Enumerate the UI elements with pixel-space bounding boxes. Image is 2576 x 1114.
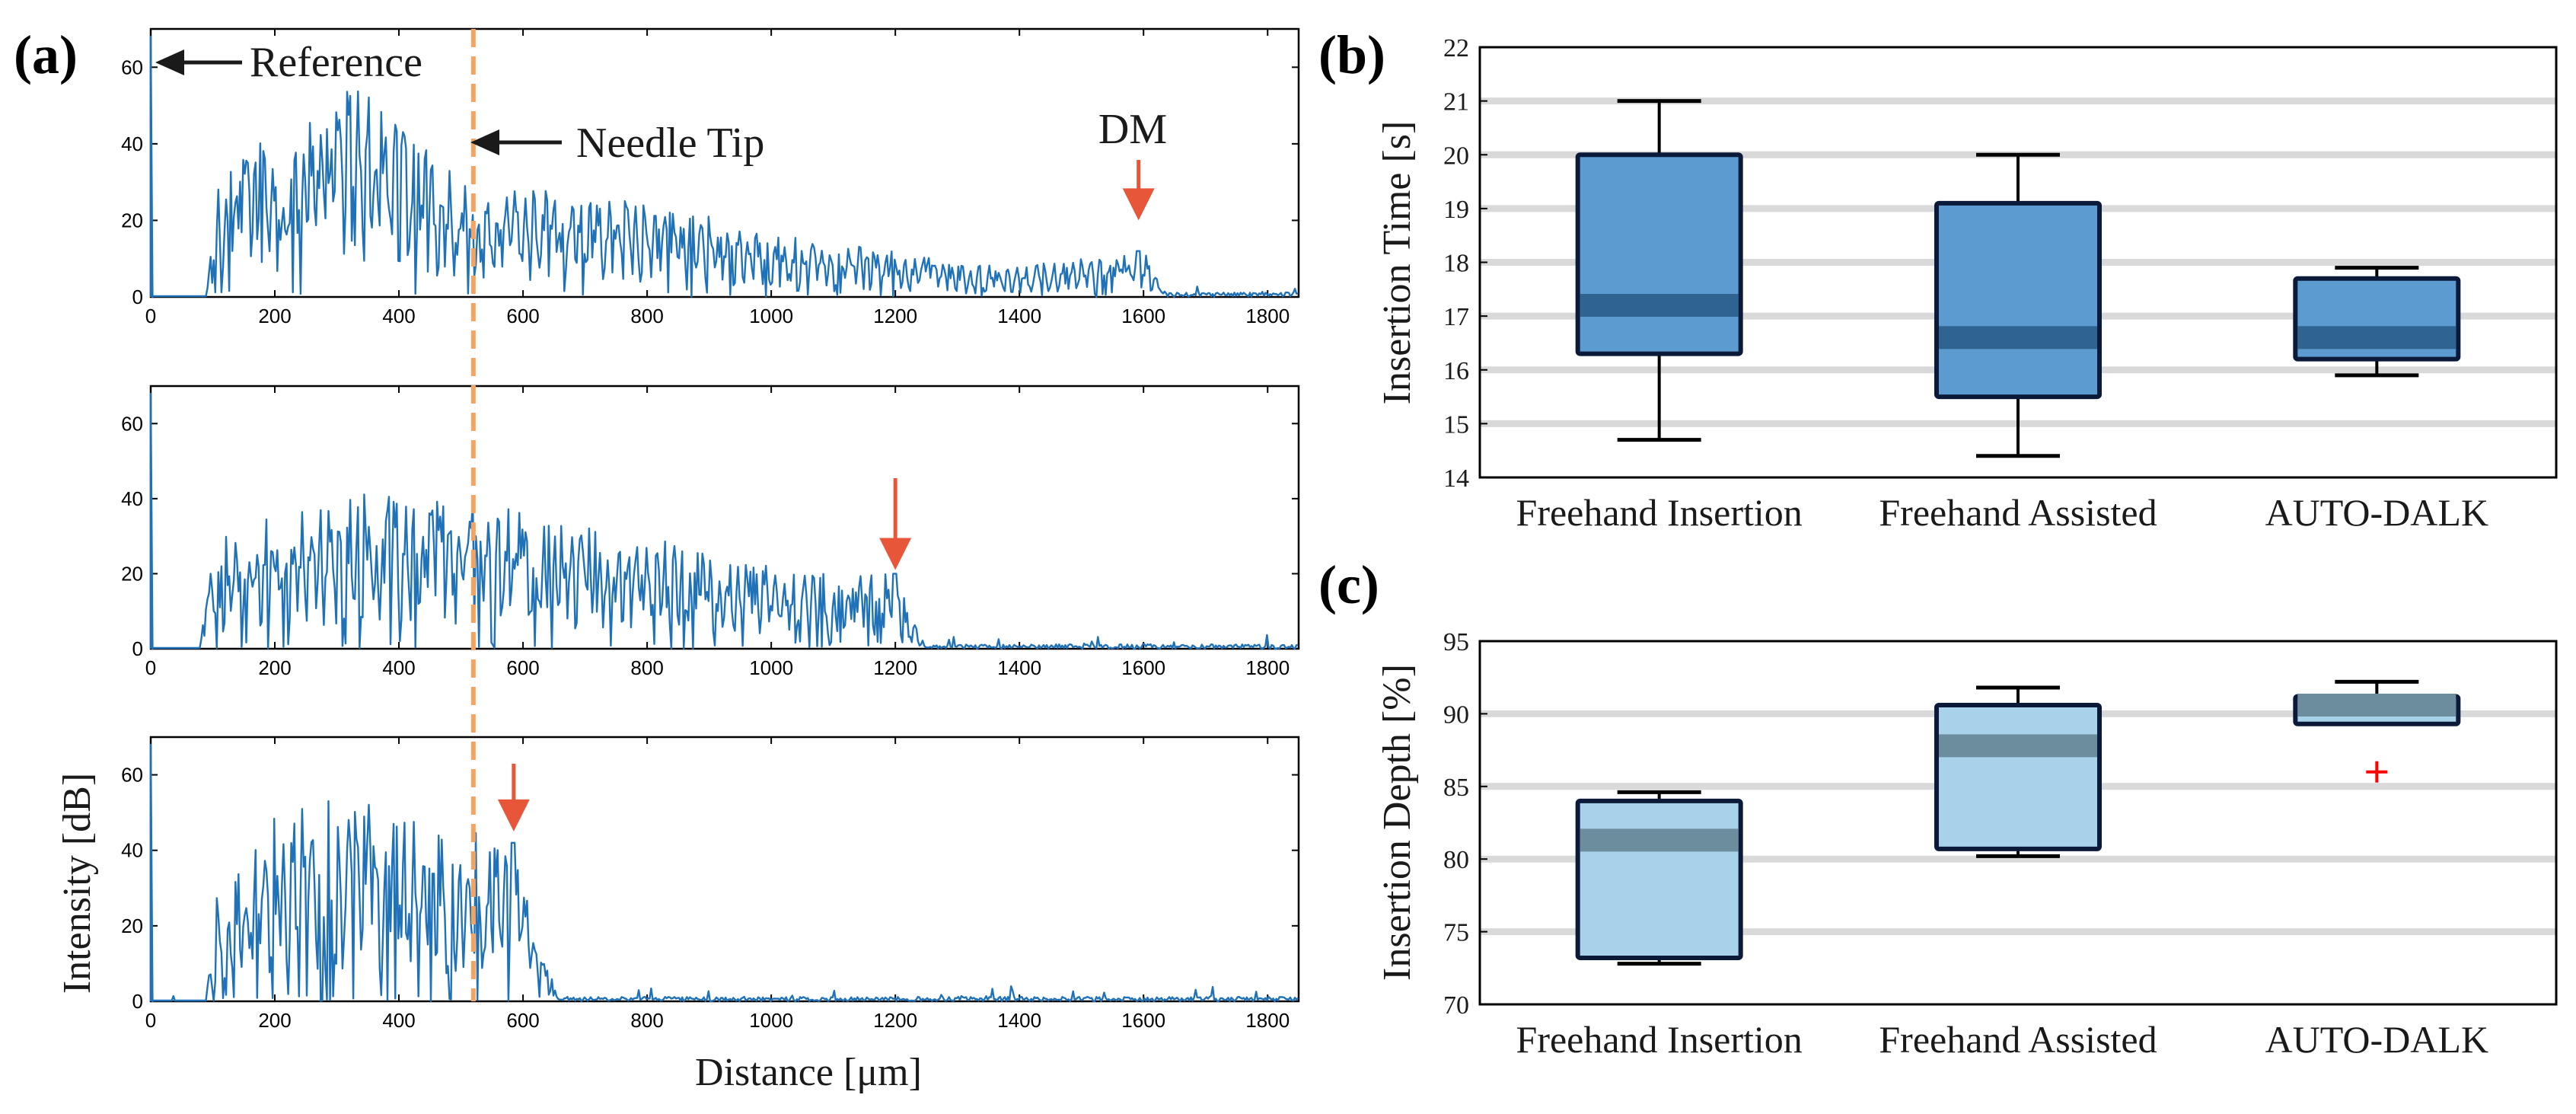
x-tick-label: 1600 [1121, 305, 1165, 327]
y-tick-label: 0 [132, 637, 143, 660]
y-tick-label: 15 [1443, 410, 1469, 439]
y-tick-label: 20 [121, 562, 143, 585]
x-tick-label: 1400 [997, 305, 1041, 327]
x-tick-label: 1200 [873, 305, 917, 327]
red-arrow-head [497, 799, 530, 832]
y-tick-label: 90 [1443, 701, 1469, 729]
panel-label-a: (a) [14, 24, 78, 85]
x-tick-label: 1400 [997, 1009, 1041, 1032]
y-tick-label: 40 [121, 839, 143, 862]
x-tick-label: 1800 [1245, 656, 1290, 679]
x-tick-label: 800 [630, 305, 663, 327]
x-tick-label: 400 [382, 1009, 415, 1032]
boxplot-insertion-depth: 70 75 80 85 90 95 Freehand Insertion Freehand A… [1443, 628, 2558, 1061]
x-tick-label: 1000 [749, 656, 793, 679]
box-iqr [1934, 702, 2102, 851]
y-axis-label-intensity: Intensity [dB] [56, 773, 99, 994]
category-label: Freehand Assisted [1879, 1018, 2157, 1061]
x-tick-label: 400 [382, 305, 415, 327]
x-tick-label: 1800 [1245, 305, 1290, 327]
y-tick-label: 19 [1443, 196, 1469, 224]
category-label: Freehand Insertion [1516, 491, 1803, 534]
boxplot-insertion-time: 14 15 16 17 18 19 20 21 22 Freehand Insertion Free… [1443, 34, 2558, 534]
box-iqr [1575, 798, 1743, 960]
subplot-a3: 0 200 400 600 800 1000 1200 1400 1600 1800 0 20 40 60 [121, 736, 1300, 1032]
y-tick-label: 18 [1443, 250, 1469, 278]
x-tick-label: 200 [258, 305, 291, 327]
y-tick-label: 95 [1443, 628, 1469, 656]
annotation-dm: DM [1098, 106, 1167, 153]
x-tick-label: 600 [506, 656, 539, 679]
y-tick-label: 20 [121, 209, 143, 231]
y-tick-label: 17 [1443, 303, 1469, 331]
y-tick-label: 20 [121, 915, 143, 937]
y-tick-label: 60 [121, 764, 143, 787]
x-tick-label: 1000 [749, 305, 793, 327]
y-tick-label: 80 [1443, 846, 1469, 874]
oct-intensity-trace [149, 743, 1299, 1003]
y-tick-label: 20 [1443, 142, 1469, 170]
y-tick-label: 70 [1443, 991, 1469, 1020]
x-tick-label: 1200 [873, 1009, 917, 1032]
y-axis-label-insertion-depth: Insertion Depth [%] [1376, 664, 1419, 981]
x-tick-label: 200 [258, 656, 291, 679]
box-iqr [1575, 152, 1743, 356]
red-arrow-head [879, 538, 912, 570]
box-iqr [1934, 200, 2102, 400]
y-tick-label: 40 [121, 132, 143, 155]
y-tick-label: 21 [1443, 88, 1469, 117]
x-tick-label: 0 [145, 1009, 156, 1032]
subplot-a2: 0 200 400 600 800 1000 1200 1400 1600 1800 0 20 40 60 [121, 385, 1300, 679]
x-tick-label: 800 [630, 1009, 663, 1032]
y-tick-label: 60 [121, 56, 143, 78]
annotation-overlay [155, 29, 1155, 1001]
x-tick-label: 800 [630, 656, 663, 679]
oct-intensity-trace [149, 35, 1299, 298]
y-tick-label: 85 [1443, 774, 1469, 802]
annotation-reference: Reference [250, 39, 422, 86]
y-tick-label: 16 [1443, 357, 1469, 385]
x-tick-label: 0 [145, 656, 156, 679]
black-arrow-head [155, 49, 184, 75]
category-label: AUTO-DALK [2265, 491, 2488, 534]
x-tick-label: 1400 [997, 656, 1041, 679]
x-axis-label-distance: Distance [μm] [695, 1051, 922, 1094]
x-tick-label: 1600 [1121, 656, 1165, 679]
subplot-a1: 0 200 400 600 800 1000 1200 1400 1600 1800 0 20 40 60 [121, 27, 1300, 327]
red-arrow-head [1122, 188, 1155, 221]
y-axis-label-insertion-time: Insertion Time [s] [1376, 121, 1419, 405]
y-tick-label: 75 [1443, 919, 1469, 947]
oct-intensity-trace [149, 392, 1299, 650]
panel-label-b: (b) [1318, 24, 1385, 85]
black-arrow-head [470, 129, 499, 155]
annotation-needle-tip: Needle Tip [576, 120, 764, 167]
y-tick-label: 60 [121, 412, 143, 435]
category-label: AUTO-DALK [2265, 1018, 2488, 1061]
x-tick-label: 600 [506, 305, 539, 327]
x-tick-label: 200 [258, 1009, 291, 1032]
y-tick-label: 0 [132, 990, 143, 1013]
y-tick-label: 40 [121, 487, 143, 510]
y-tick-label: 22 [1443, 34, 1469, 62]
category-label: Freehand Assisted [1879, 491, 2157, 534]
x-tick-label: 400 [382, 656, 415, 679]
category-label: Freehand Insertion [1516, 1018, 1803, 1061]
x-tick-label: 1200 [873, 656, 917, 679]
plot-frame [1478, 46, 2558, 479]
panel-label-c: (c) [1318, 554, 1379, 615]
x-tick-label: 0 [145, 305, 156, 327]
x-tick-label: 1600 [1121, 1009, 1165, 1032]
x-tick-label: 600 [506, 1009, 539, 1032]
y-tick-label: 14 [1443, 464, 1469, 493]
x-tick-label: 1800 [1245, 1009, 1290, 1032]
y-tick-label: 0 [132, 286, 143, 308]
plot-frame [1478, 640, 2558, 1006]
x-tick-label: 1000 [749, 1009, 793, 1032]
